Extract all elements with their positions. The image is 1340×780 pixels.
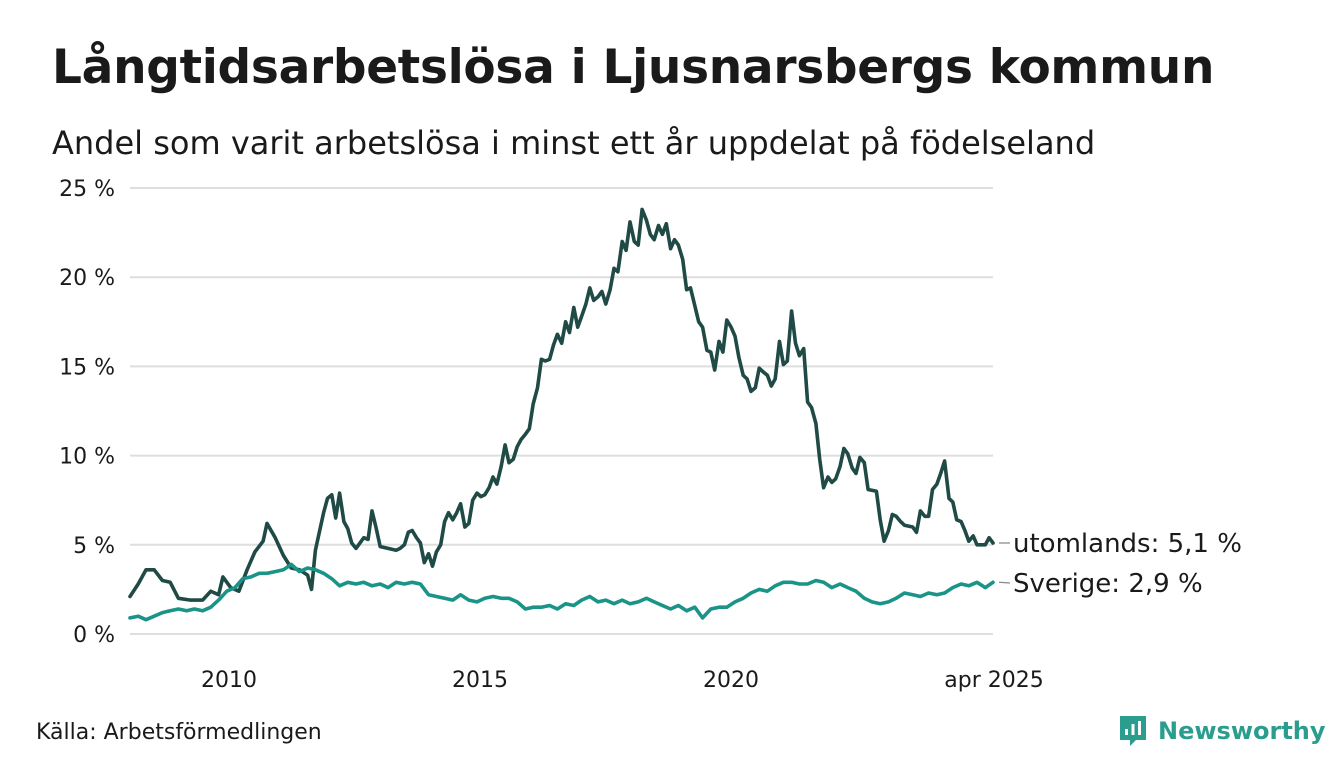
end-label-leader bbox=[998, 581, 1011, 584]
y-tick-label: 15 % bbox=[59, 355, 115, 380]
chart-subtitle: Andel som varit arbetslösa i minst ett å… bbox=[52, 124, 1096, 162]
end-labels: utomlands: 5,1 % Sverige: 2,9 % bbox=[998, 529, 1242, 599]
brand-logo: Newsworthy bbox=[1118, 714, 1326, 748]
x-tick-label: 2020 bbox=[703, 668, 759, 693]
y-tick-label: 0 % bbox=[73, 623, 115, 648]
series-lines bbox=[128, 207, 995, 622]
x-tick-label: 2010 bbox=[201, 668, 257, 693]
end-label-sverige: Sverige: 2,9 % bbox=[1013, 569, 1203, 599]
source-note: Källa: Arbetsförmedlingen bbox=[36, 720, 322, 745]
y-tick-label: 20 % bbox=[59, 266, 115, 291]
chart-title: Långtidsarbetslösa i Ljusnarsbergs kommu… bbox=[52, 40, 1215, 95]
series-line-utomlands bbox=[128, 207, 995, 602]
y-axis-ticks: 0 % 5 % 10 % 15 % 20 % 25 % bbox=[59, 177, 115, 648]
newsworthy-logo-icon bbox=[1120, 716, 1146, 746]
x-tick-label: 2015 bbox=[452, 668, 508, 693]
y-tick-label: 5 % bbox=[73, 534, 115, 559]
y-tick-label: 25 % bbox=[59, 177, 115, 202]
brand-name: Newsworthy bbox=[1158, 717, 1326, 745]
end-label-utomlands: utomlands: 5,1 % bbox=[1013, 529, 1242, 559]
gridlines bbox=[130, 187, 993, 635]
y-tick-label: 10 % bbox=[59, 445, 115, 470]
series-line-sverige bbox=[128, 562, 995, 622]
x-tick-label: apr 2025 bbox=[944, 668, 1043, 693]
x-axis-ticks: 2010 2015 2020 apr 2025 bbox=[201, 668, 1044, 693]
